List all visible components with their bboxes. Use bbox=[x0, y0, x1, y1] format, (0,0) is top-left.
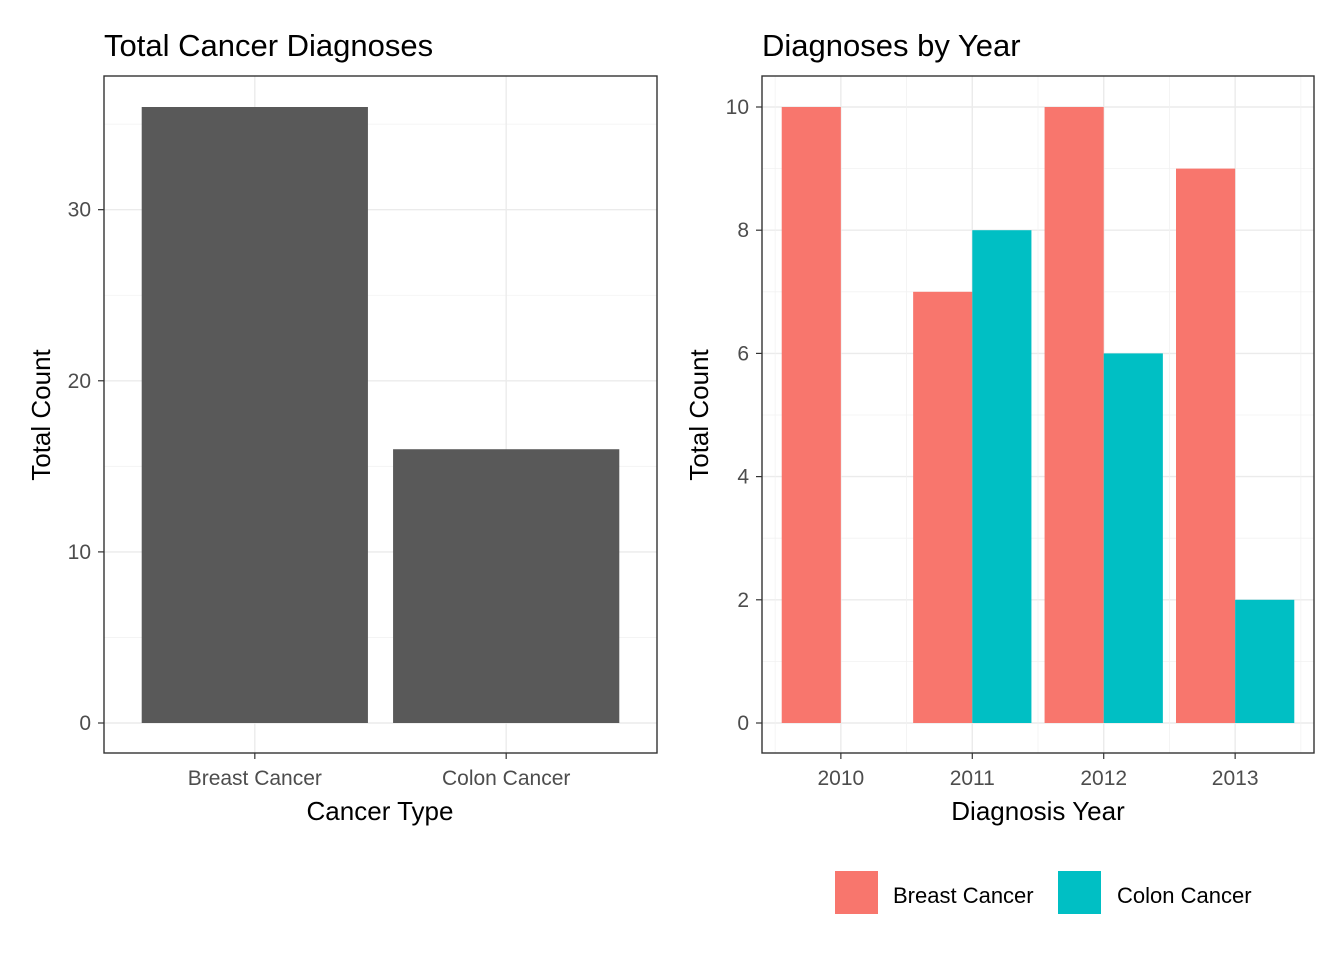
x-tick-label: Breast Cancer bbox=[188, 767, 322, 790]
bar-colon-cancer-2012 bbox=[1103, 353, 1163, 723]
x-tick-label: 2012 bbox=[1080, 767, 1127, 790]
x-tick-label: 2011 bbox=[950, 767, 995, 790]
bar-breast-cancer-2010 bbox=[781, 107, 841, 723]
x-axis-title: Cancer Type bbox=[307, 796, 454, 826]
x-tick-label: 2010 bbox=[817, 767, 864, 790]
y-axis-title: Total Count bbox=[26, 348, 56, 480]
x-axis: Breast Cancer Colon Cancer bbox=[188, 753, 570, 790]
x-tick-label: 2013 bbox=[1212, 767, 1259, 790]
y-tick-label: 0 bbox=[79, 712, 91, 735]
chart-title: Total Cancer Diagnoses bbox=[104, 28, 433, 63]
y-tick-label: 6 bbox=[737, 342, 749, 365]
x-axis-title: Diagnosis Year bbox=[951, 796, 1125, 826]
bar-breast-cancer-2012 bbox=[1044, 107, 1104, 723]
y-tick-label: 10 bbox=[68, 541, 91, 564]
legend-label-colon-cancer: Colon Cancer bbox=[1117, 883, 1252, 908]
legend-swatch-breast-cancer bbox=[835, 871, 878, 914]
panel-border bbox=[761, 75, 1315, 754]
chart-total-diagnoses: Total Cancer Diagnoses 0 10 20 30 Breast Ca… bbox=[26, 28, 658, 826]
bars bbox=[781, 107, 1295, 724]
chart-title: Diagnoses by Year bbox=[762, 28, 1021, 63]
y-tick-label: 2 bbox=[737, 589, 749, 612]
x-axis: 2010 2011 2012 2013 bbox=[817, 753, 1259, 790]
panel-border bbox=[103, 75, 658, 754]
y-tick-label: 20 bbox=[68, 370, 91, 393]
bar-breast-cancer-2013 bbox=[1176, 168, 1236, 724]
x-tick-label: Colon Cancer bbox=[442, 767, 570, 790]
bar-colon-cancer-2013 bbox=[1235, 599, 1295, 723]
bar-breast-cancer-2011 bbox=[913, 291, 973, 723]
y-tick-label: 8 bbox=[737, 219, 749, 242]
bar-breast-cancer bbox=[141, 107, 368, 723]
bar-colon-cancer-2011 bbox=[972, 230, 1032, 723]
bars bbox=[141, 107, 620, 723]
legend-label-breast-cancer: Breast Cancer bbox=[893, 883, 1034, 908]
y-axis: 0 2 4 6 8 10 bbox=[726, 96, 762, 735]
y-tick-label: 4 bbox=[737, 466, 749, 489]
y-axis: 0 10 20 30 bbox=[68, 199, 104, 735]
y-axis-title: Total Count bbox=[684, 348, 714, 480]
bar-colon-cancer bbox=[393, 449, 620, 723]
legend: Breast Cancer Colon Cancer bbox=[835, 871, 1252, 914]
y-tick-label: 30 bbox=[68, 199, 91, 222]
y-tick-label: 10 bbox=[726, 96, 749, 119]
legend-swatch-colon-cancer bbox=[1058, 871, 1101, 914]
y-tick-label: 0 bbox=[737, 712, 749, 735]
